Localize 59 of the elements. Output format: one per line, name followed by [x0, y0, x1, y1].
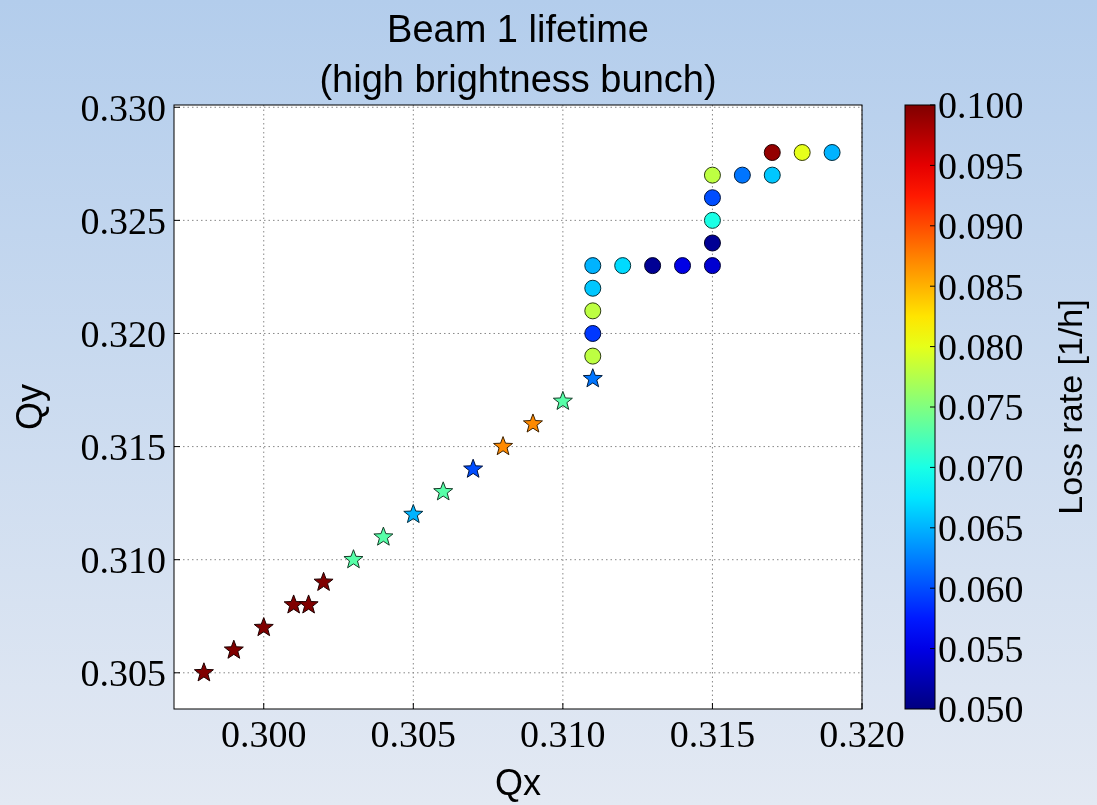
y-tick-label: 0.310: [80, 539, 166, 581]
point: [703, 166, 721, 184]
point: [703, 234, 721, 252]
point: [313, 571, 334, 591]
y-tick-label: 0.305: [80, 652, 166, 695]
point: [193, 662, 214, 682]
color-bar-label: 0.070: [938, 446, 1024, 489]
chart-title: Beam 1 lifetime (high brightness bunch): [319, 8, 717, 100]
y-tick-label: 0.320: [80, 312, 166, 355]
point: [584, 257, 602, 275]
point: [223, 639, 244, 659]
point: [793, 144, 811, 162]
point: [703, 211, 721, 229]
point: [283, 594, 304, 614]
point: [584, 324, 602, 342]
color-bar-label: 0.080: [938, 325, 1024, 368]
point: [584, 347, 602, 365]
x-tick-label: 0.320: [819, 713, 905, 755]
color-bar-label: 0.090: [938, 205, 1024, 248]
point: [674, 257, 692, 275]
point: [298, 594, 319, 614]
y-axis-title: Qy: [9, 383, 50, 431]
x-tick-label: 0.315: [669, 713, 756, 755]
point: [343, 549, 364, 569]
point: [763, 144, 781, 162]
point: [493, 436, 514, 456]
point: [703, 189, 721, 207]
point: [703, 257, 721, 275]
x-tick-label: 0.305: [370, 713, 457, 755]
point: [373, 526, 394, 546]
color-bar-label: 0.100: [938, 84, 1024, 127]
point: [403, 503, 424, 524]
color-bar-label: 0.085: [938, 265, 1024, 308]
y-tick-label: 0.325: [80, 199, 166, 242]
point: [433, 481, 454, 501]
y-tick-label: 0.315: [80, 425, 166, 468]
color-bar-label: 0.095: [938, 144, 1024, 187]
color-bar-title: Loss rate [1/h]: [1051, 299, 1089, 515]
point: [463, 458, 484, 478]
x-tick-label: 0.310: [520, 713, 606, 755]
point: [584, 279, 602, 297]
y-tick-label: 0.330: [80, 86, 166, 129]
x-axis-title: Qx: [494, 762, 542, 803]
point: [522, 413, 543, 433]
color-bar-label: 0.075: [938, 386, 1024, 429]
point: [733, 166, 751, 184]
x-tick-label: 0.300: [220, 713, 307, 755]
point: [552, 390, 573, 410]
point: [644, 257, 662, 275]
color-bar-label: 0.050: [938, 688, 1024, 731]
point: [614, 257, 632, 275]
color-bar-label: 0.055: [938, 627, 1024, 670]
point: [253, 617, 274, 637]
point: [763, 166, 781, 184]
point: [582, 368, 603, 388]
point: [584, 302, 602, 320]
color-bar-label: 0.065: [938, 507, 1024, 550]
color-bar-label: 0.060: [938, 567, 1024, 610]
point: [823, 144, 841, 162]
